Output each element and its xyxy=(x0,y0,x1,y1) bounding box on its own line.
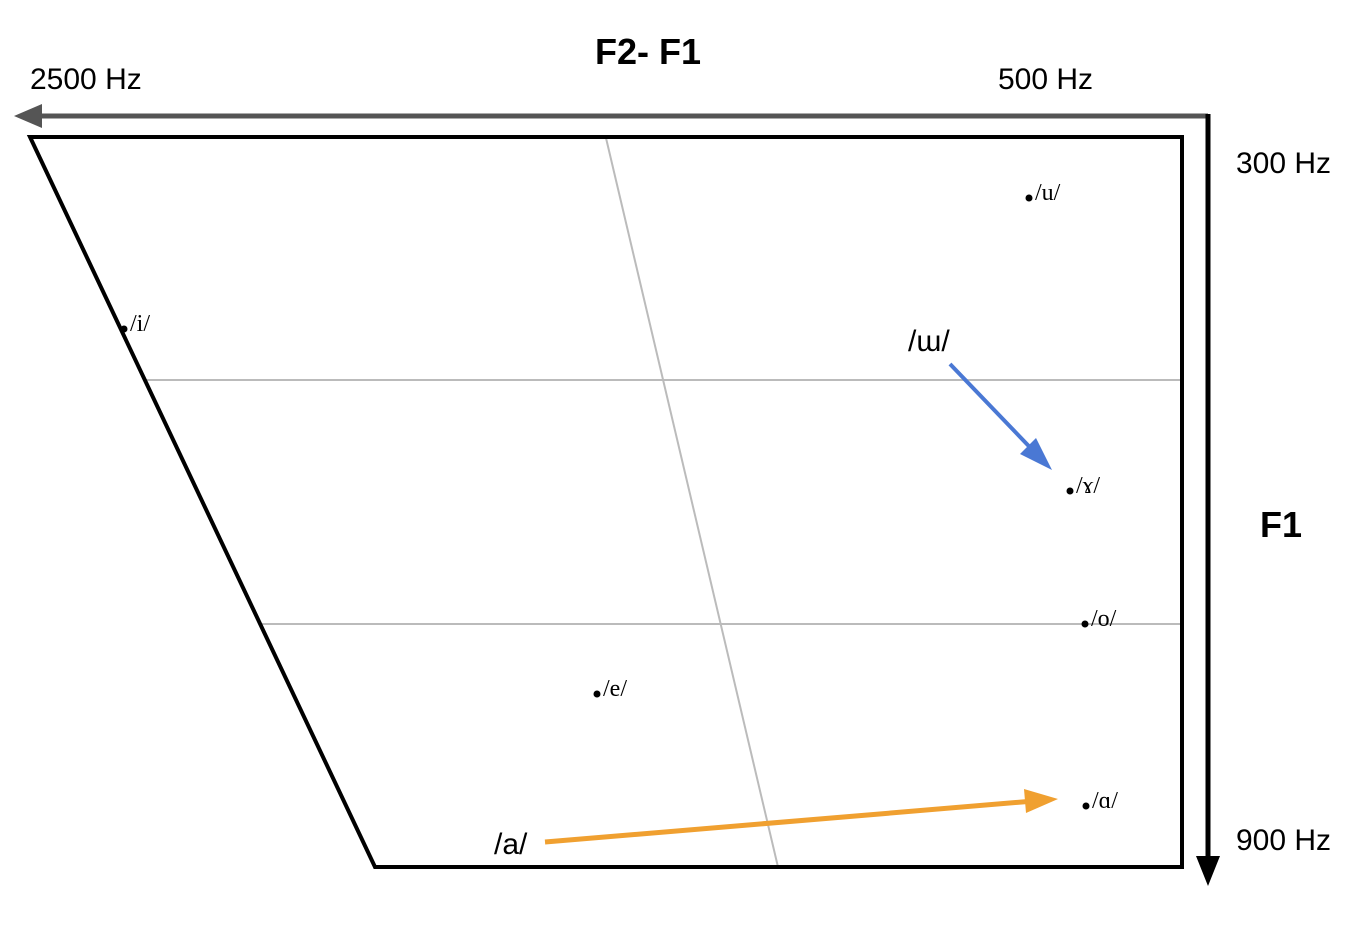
vowel-alpha: /ɑ/ xyxy=(1082,788,1118,814)
vowel-label-gamma: /ɤ/ xyxy=(1076,473,1100,499)
f1-axis-title: F1 xyxy=(1260,504,1302,545)
vowel-label-o: /o/ xyxy=(1091,606,1117,632)
annotation-label-a: /a/ xyxy=(494,828,528,861)
vowel-gamma: /ɤ/ xyxy=(1066,473,1100,499)
vowel-u: /u/ xyxy=(1025,180,1061,206)
grid-line-diagonal xyxy=(605,137,779,868)
f1-bottom-label: 900 Hz xyxy=(1236,824,1331,857)
vowel-i: /i/ xyxy=(120,311,150,337)
f1-axis-arrow xyxy=(1196,114,1220,886)
vowel-space-frame xyxy=(26,135,1184,869)
annotation-a-shift: /a/ xyxy=(494,789,1058,861)
vowel-point-e xyxy=(593,690,601,698)
vowel-point-u xyxy=(1025,194,1033,202)
vowel-label-u: /u/ xyxy=(1035,180,1061,206)
annotation-arrowhead-orange xyxy=(1024,789,1058,813)
vowel-label-e: /e/ xyxy=(603,676,627,702)
f1-top-label: 300 Hz xyxy=(1236,147,1331,180)
vowel-point-o xyxy=(1081,620,1089,628)
annotation-arrowhead-blue xyxy=(1020,438,1052,470)
vowel-point-gamma xyxy=(1066,487,1074,495)
annotation-u-shift: /ɯ/ xyxy=(908,325,1052,470)
chart-title: F2- F1 xyxy=(595,31,701,72)
f2-axis-arrow xyxy=(14,104,1208,128)
vowel-o: /o/ xyxy=(1081,606,1117,632)
vowel-label-i: /i/ xyxy=(130,311,150,337)
vowel-label-alpha: /ɑ/ xyxy=(1092,788,1118,814)
f2-left-label: 2500 Hz xyxy=(30,63,142,96)
annotation-arrow-orange xyxy=(544,798,1035,845)
f2-right-label: 500 Hz xyxy=(998,63,1093,96)
grid xyxy=(146,137,1182,868)
vowel-point-i xyxy=(120,325,128,333)
vowel-e: /e/ xyxy=(593,676,627,702)
annotation-label-u: /ɯ/ xyxy=(908,325,950,358)
vowel-point-alpha xyxy=(1082,802,1090,810)
